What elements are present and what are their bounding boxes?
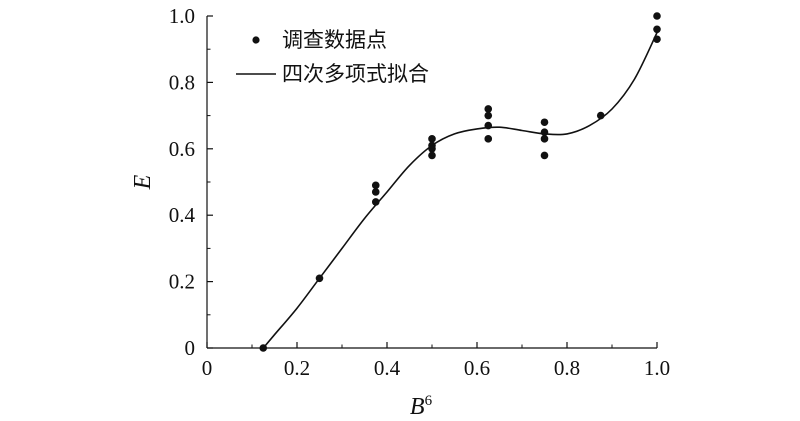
x-tick-label: 0.2 bbox=[284, 356, 310, 380]
data-point bbox=[653, 12, 661, 20]
legend-label-scatter: 调查数据点 bbox=[282, 28, 387, 52]
y-tick-label: 1.0 bbox=[169, 4, 195, 28]
y-tick-label: 0.2 bbox=[169, 270, 195, 294]
data-point bbox=[540, 128, 549, 136]
y-tick-label: 0.6 bbox=[169, 137, 195, 161]
data-point bbox=[428, 135, 436, 143]
data-point bbox=[371, 181, 380, 190]
data-point bbox=[484, 105, 493, 113]
y-axis-ticks: 0 0.2 0.4 0.6 0.8 1.0 bbox=[169, 4, 213, 360]
data-point bbox=[653, 25, 661, 34]
x-axis-title: B6 bbox=[410, 393, 433, 420]
legend-label-line: 四次多项式拟合 bbox=[282, 62, 429, 86]
data-point bbox=[540, 118, 549, 127]
x-axis-ticks: 0 0.2 0.4 0.6 0.8 1.0 bbox=[202, 342, 670, 380]
y-tick-label: 0.8 bbox=[169, 70, 195, 94]
x-tick-label: 1.0 bbox=[644, 356, 670, 380]
data-point bbox=[428, 151, 436, 160]
legend: 调查数据点 四次多项式拟合 bbox=[236, 28, 429, 86]
data-point bbox=[259, 344, 268, 352]
data-point bbox=[540, 135, 549, 143]
data-point bbox=[484, 121, 493, 130]
x-tick-label: 0.4 bbox=[374, 356, 401, 380]
data-point bbox=[428, 145, 436, 153]
legend-marker-scatter bbox=[252, 36, 260, 44]
data-point bbox=[371, 198, 380, 206]
data-point bbox=[371, 188, 380, 196]
data-point bbox=[484, 135, 493, 143]
data-points bbox=[259, 12, 661, 352]
y-tick-label: 0.4 bbox=[169, 203, 196, 227]
y-axis-title: E bbox=[130, 174, 156, 190]
x-tick-label: 0 bbox=[202, 356, 213, 380]
data-point bbox=[540, 151, 549, 160]
data-point bbox=[315, 274, 324, 283]
x-tick-label: 0.8 bbox=[554, 356, 580, 380]
data-point bbox=[596, 111, 605, 120]
x-tick-label: 0.6 bbox=[464, 356, 490, 380]
data-point bbox=[484, 111, 493, 120]
data-point bbox=[653, 35, 661, 44]
y-tick-label: 0 bbox=[185, 336, 196, 360]
axes bbox=[206, 16, 657, 349]
